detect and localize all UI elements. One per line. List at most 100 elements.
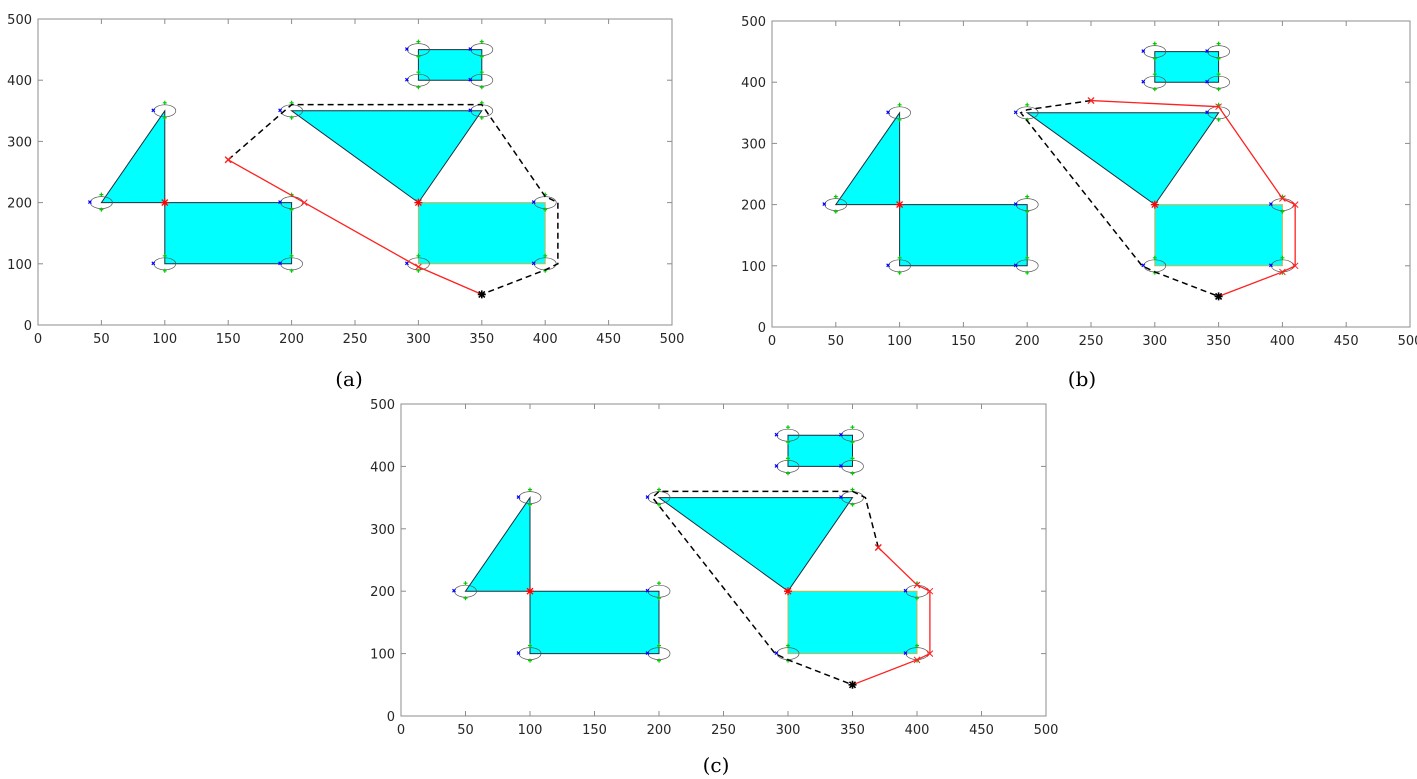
vertex-cross-green	[786, 643, 790, 648]
x-tick-label: 50	[93, 332, 110, 347]
x-tick-label: 250	[1079, 334, 1104, 349]
vertex-cross-blue	[903, 651, 908, 656]
vertex-cross-green	[1280, 255, 1285, 260]
vertex-marker	[822, 194, 848, 214]
vertex-cross-green	[479, 54, 484, 59]
vertex-cross-green	[416, 54, 421, 59]
red-vertex-marker	[895, 200, 904, 209]
vertex-cross-green	[915, 643, 919, 648]
obstacle-rectangle	[417, 202, 546, 265]
vertex-cross-green	[463, 596, 468, 601]
vertex-cross-green	[1025, 102, 1030, 107]
vertex-marker	[839, 456, 864, 476]
y-tick-label: 500	[370, 398, 395, 413]
red-vertex-marker	[414, 198, 423, 207]
vertex-cross-green	[543, 253, 548, 258]
red-vertex-marker	[784, 587, 792, 596]
y-tick-label: 200	[741, 199, 766, 214]
vertex-cross-green	[897, 270, 902, 275]
vertex-marker	[404, 39, 430, 59]
y-tick-label: 100	[370, 648, 395, 663]
vertex-cross-green	[897, 117, 902, 122]
vertex-marker	[886, 255, 911, 275]
vertex-cross-blue	[1013, 202, 1018, 207]
path-red-point	[1291, 201, 1299, 208]
red-vertex-marker	[1150, 200, 1159, 209]
x-tick-label: 0	[768, 334, 776, 349]
vertex-cross-green	[850, 502, 855, 507]
path-black-dashed	[227, 103, 559, 296]
vertex-cross-green	[289, 253, 294, 258]
path-black-dashed	[651, 490, 880, 686]
vertex-cross-green	[657, 643, 661, 648]
vertex-cross-blue	[1013, 263, 1018, 268]
obstacle-triangle	[100, 109, 166, 204]
vertex-cross-green	[289, 207, 294, 212]
vertex-cross-green	[786, 425, 790, 430]
x-tick-label: 500	[1034, 723, 1059, 738]
vertex-cross-green	[850, 440, 855, 445]
path-red-point	[913, 656, 921, 664]
vertex-cross-blue	[404, 77, 409, 82]
y-tick-label: 0	[387, 710, 395, 725]
vertex-cross-blue	[531, 200, 536, 205]
start-marker	[874, 544, 882, 552]
caption-a: (a)	[335, 367, 363, 391]
vertex-cross-blue	[278, 200, 283, 205]
vertex-cross-green	[528, 643, 532, 648]
vertex-cross-green	[850, 471, 855, 476]
obstacle-rectangle	[1154, 204, 1283, 267]
vertex-marker	[151, 100, 177, 120]
vertex-cross-green	[1216, 87, 1221, 92]
caption-b: (b)	[1068, 367, 1096, 391]
vertex-cross-green	[416, 85, 421, 90]
x-tick-label: 50	[457, 723, 474, 738]
vertex-cross-blue	[774, 651, 779, 656]
vertex-cross-blue	[151, 108, 156, 113]
x-tick-label: 450	[969, 723, 994, 738]
vertex-marker	[1205, 41, 1230, 61]
vertex-cross-green	[1216, 72, 1221, 77]
obstacle-rectangle	[417, 49, 483, 81]
vertex-marker	[151, 253, 177, 273]
vertex-cross-blue	[1205, 49, 1210, 54]
vertex-cross-blue	[903, 588, 908, 593]
vertex-cross-green	[99, 192, 104, 197]
vertex-cross-blue	[516, 651, 521, 656]
vertex-cross-blue	[774, 432, 779, 437]
vertex-marker	[404, 253, 430, 273]
path-red-point	[300, 199, 308, 206]
vertex-cross-blue	[87, 200, 92, 205]
vertex-cross-green	[1152, 56, 1157, 61]
vertex-cross-green	[289, 268, 294, 273]
obstacle-triangle	[1025, 112, 1220, 206]
x-tick-label: 100	[152, 332, 177, 347]
x-tick-label: 450	[596, 332, 621, 347]
vertex-marker	[1141, 72, 1167, 92]
x-tick-label: 500	[660, 332, 685, 347]
path-red-point	[913, 581, 921, 589]
vertex-marker	[404, 70, 430, 90]
y-tick-label: 400	[370, 460, 395, 475]
y-tick-label: 300	[741, 137, 766, 152]
y-tick-label: 400	[741, 76, 766, 91]
vertex-cross-green	[833, 194, 838, 199]
vertex-cross-blue	[774, 463, 779, 468]
path-red-point	[1279, 195, 1286, 202]
vertex-marker	[774, 425, 800, 445]
vertex-marker	[452, 581, 477, 601]
vertex-cross-green	[1025, 270, 1030, 275]
vertex-cross-green	[543, 207, 548, 212]
y-tick-label: 300	[370, 523, 395, 538]
obstacle-rectangle	[787, 590, 918, 655]
path-red-point	[1291, 262, 1299, 270]
obstacle-rectangle	[899, 204, 1028, 267]
panel-c: 0 50 100 150 200 250 300 350 400 450 500 0 100 200 300…	[370, 398, 1058, 738]
vertex-cross-blue	[452, 588, 456, 593]
vertex-cross-green	[897, 255, 902, 260]
x-tick-label: 500	[1398, 334, 1417, 349]
vertex-cross-green	[657, 581, 661, 586]
x-tick-label: 250	[343, 332, 368, 347]
x-tick-label: 450	[1334, 334, 1359, 349]
vertex-cross-blue	[278, 108, 283, 113]
